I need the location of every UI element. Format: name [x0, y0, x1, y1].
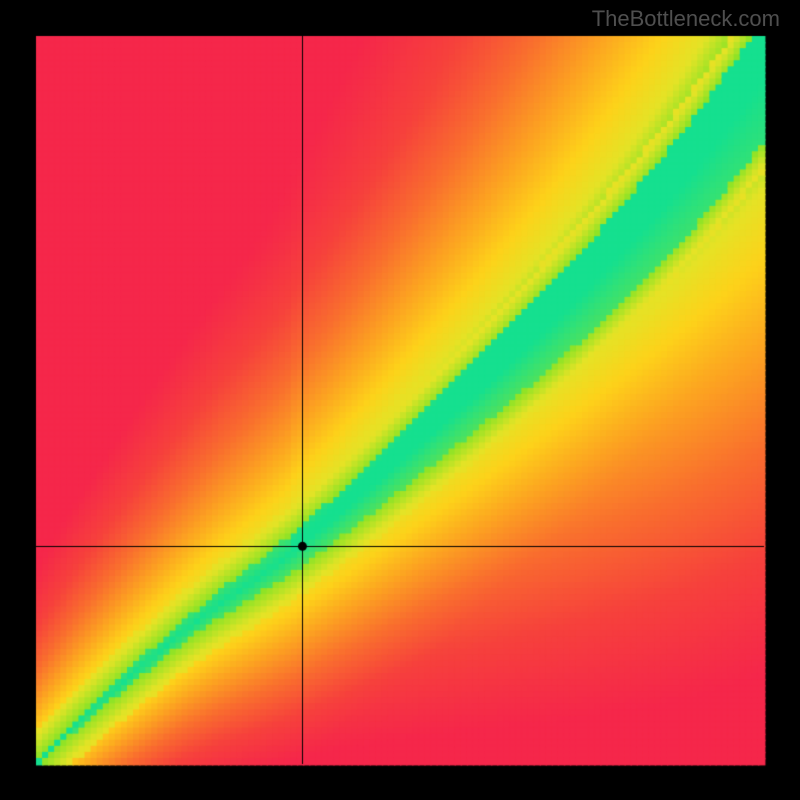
bottleneck-heatmap: [0, 0, 800, 800]
chart-container: TheBottleneck.com: [0, 0, 800, 800]
watermark-text: TheBottleneck.com: [592, 6, 780, 32]
